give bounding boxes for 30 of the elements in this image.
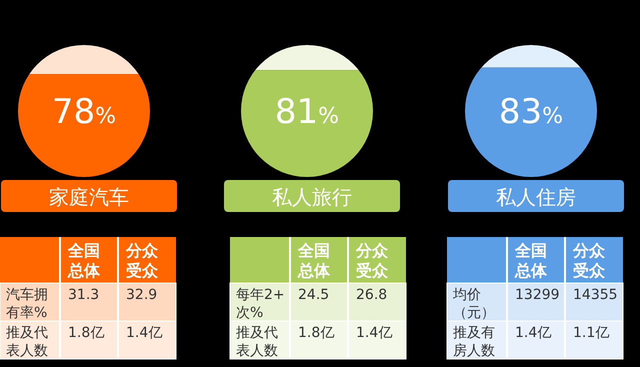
- data-label: 78%: [52, 92, 116, 132]
- text: 私人住房: [496, 185, 576, 209]
- text: 1.8亿: [298, 325, 334, 341]
- text: 14355: [573, 287, 618, 303]
- text: 1.4亿: [126, 325, 162, 341]
- text: 1.8亿: [68, 325, 104, 341]
- text: 13299: [515, 287, 560, 303]
- category-label: 推及代表人数: [236, 325, 278, 359]
- category-label: 全国总体: [514, 241, 548, 280]
- category-label: 推及有房人数: [453, 325, 495, 359]
- text: 26.8: [356, 287, 388, 303]
- text: 家庭汽车: [49, 185, 129, 209]
- text: 1.1亿: [573, 325, 610, 341]
- text: 私人旅行: [272, 185, 352, 209]
- category-label: 分众受众: [572, 241, 606, 280]
- category-label: 全国总体: [67, 241, 101, 280]
- category-label: 推及代表人数: [6, 325, 48, 359]
- category-label: 均价（元）: [453, 287, 495, 321]
- text: 24.5: [298, 287, 330, 303]
- category-label: 分众受众: [355, 241, 389, 280]
- category-label: 分众受众: [125, 241, 159, 280]
- text: 31.3: [68, 287, 100, 303]
- data-label: 83%: [498, 92, 564, 132]
- data-label: 81%: [274, 92, 340, 132]
- text: 32.9: [126, 287, 158, 303]
- text: 1.4亿: [515, 325, 552, 341]
- text: 1.4亿: [356, 325, 392, 341]
- category-label: 全国总体: [297, 241, 331, 280]
- category-label: 每年2+次%: [236, 287, 285, 321]
- category-label: 汽车拥有率%: [6, 287, 48, 321]
